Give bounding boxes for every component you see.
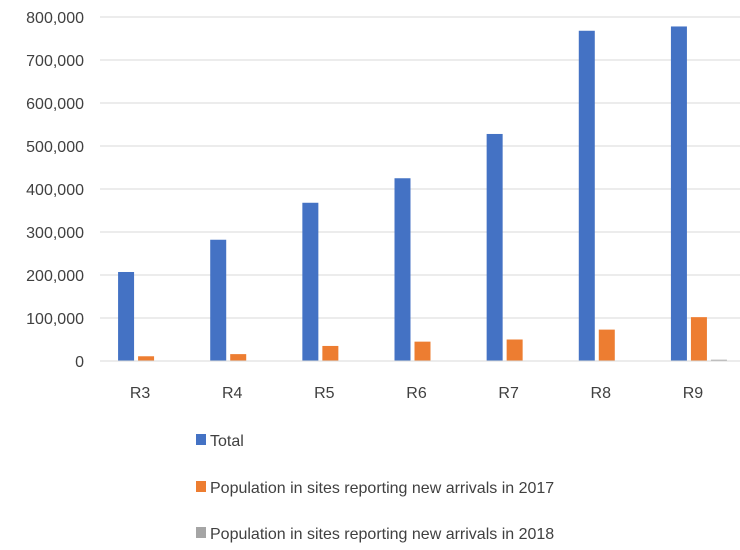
x-tick-label: R7 — [498, 385, 519, 402]
bar-r6-series-2 — [414, 341, 431, 361]
bar-r4-series-2 — [230, 354, 247, 361]
legend-label: Total — [210, 433, 244, 450]
bar-r4-series-1 — [210, 239, 227, 361]
bar-r3-series-1 — [118, 271, 135, 361]
bar-r5-series-1 — [302, 202, 319, 361]
x-tick-label: R9 — [683, 385, 704, 402]
x-tick-label: R4 — [222, 385, 243, 402]
bar-r8-series-2 — [598, 329, 615, 361]
bar-r9-series-1 — [670, 26, 687, 362]
y-tick-label: 200,000 — [26, 268, 84, 285]
x-tick-label: R6 — [406, 385, 427, 402]
x-tick-label: R3 — [130, 385, 151, 402]
y-tick-label: 800,000 — [26, 10, 84, 27]
y-tick-label: 600,000 — [26, 96, 84, 113]
y-tick-label: 300,000 — [26, 225, 84, 242]
legend: Total Population in sites reporting new a… — [196, 433, 554, 543]
y-tick-label: 700,000 — [26, 53, 84, 70]
bar-r6-series-1 — [394, 178, 411, 361]
bar-r7-series-1 — [486, 133, 503, 361]
legend-swatch — [196, 527, 206, 538]
bars — [118, 26, 727, 362]
y-tick-label: 0 — [75, 354, 84, 371]
legend-swatch — [196, 481, 206, 492]
bar-r9-series-2 — [690, 317, 707, 361]
legend-swatch — [196, 434, 206, 445]
axes: 0 100,000 200,000 300,000 400,000 500,000 600,… — [26, 10, 740, 402]
gridlines — [100, 16, 740, 319]
bar-r9-series-3 — [710, 359, 727, 361]
bar-r3-series-2 — [138, 356, 155, 361]
y-tick-label: 500,000 — [26, 139, 84, 156]
bar-r7-series-2 — [506, 339, 523, 361]
bar-r5-series-2 — [322, 345, 339, 361]
legend-label: Population in sites reporting new arriva… — [210, 526, 554, 543]
x-tick-label: R5 — [314, 385, 335, 402]
legend-label: Population in sites reporting new arriva… — [210, 480, 554, 497]
y-tick-label: 100,000 — [26, 311, 84, 328]
x-tick-label: R8 — [591, 385, 612, 402]
bar-r8-series-1 — [578, 30, 595, 361]
y-tick-label: 400,000 — [26, 182, 84, 199]
